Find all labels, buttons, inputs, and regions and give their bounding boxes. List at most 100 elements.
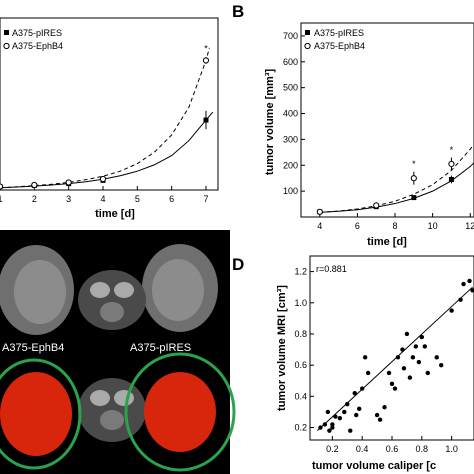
- scatter-point: [392, 386, 398, 391]
- panel-d-frame: [309, 255, 474, 441]
- data-point-ephb4: [202, 57, 210, 64]
- fit-line-pires: [0, 111, 214, 189]
- scatter-point: [461, 281, 466, 287]
- mri-roi-left: [0, 358, 82, 470]
- fit-line-ephb4: [319, 144, 474, 213]
- scatter-point: [416, 359, 422, 365]
- data-point-ephb4: [99, 175, 107, 183]
- x-tick-label: 3: [66, 194, 71, 204]
- panel-b: B 4 6 8 10 12 100 200 300 400 500 600 700 * * A375-p…: [232, 2, 474, 248]
- panel-d-xlabel: tumor volume caliper [c: [312, 460, 436, 472]
- scatter-point: [386, 370, 392, 376]
- x-tick-label: 2: [32, 194, 37, 204]
- data-point-ephb4: [373, 202, 380, 209]
- y-tick-label: 0.4: [294, 391, 307, 401]
- y-tick-label: 600: [283, 57, 298, 67]
- scatter-point: [318, 425, 323, 430]
- x-tick-label: 0.4: [356, 444, 369, 454]
- y-tick-label: 0.8: [294, 329, 307, 339]
- significance-star: *: [204, 43, 208, 53]
- scatter-point: [407, 375, 413, 380]
- scatter-point: [395, 355, 401, 360]
- mri-organ-bottom-2: [114, 390, 134, 406]
- x-tick-label: 8: [393, 221, 398, 231]
- mri-organ-bottom-3: [100, 410, 124, 430]
- y-tick-label: 0.2: [294, 423, 307, 433]
- mri-tumor-right-segmented: [144, 372, 216, 452]
- x-tick-label: 7: [203, 194, 208, 204]
- regression-line: [317, 286, 473, 432]
- correlation-label: r=0.881: [316, 264, 347, 274]
- panel-b-frame: [300, 22, 474, 218]
- scatter-point: [333, 414, 338, 419]
- panel-a-legend: A375-pIRES A375-EphB4: [3, 28, 63, 51]
- panel-a-xlabel: time [d]: [95, 208, 135, 220]
- mri-roi-right: [124, 352, 236, 472]
- scatter-point: [419, 334, 425, 340]
- mri-tumor-left-segmented: [0, 372, 72, 456]
- panel-a: 1 2 3 4 5 6 7 * A375-pIRES A375-EphB4 time [d]: [0, 17, 219, 220]
- scatter-point: [401, 366, 407, 371]
- scatter-point: [377, 417, 383, 422]
- data-point-ephb4: [448, 160, 455, 168]
- scatter-point: [400, 347, 405, 352]
- y-tick-label: 0.6: [294, 360, 307, 370]
- mri-organ-top-1: [90, 282, 110, 298]
- scatter-point: [325, 409, 331, 415]
- y-tick-label: 100: [283, 186, 298, 196]
- scatter-point: [374, 412, 380, 418]
- panel-d: D r=0.881 0.2 0.4 0.6 0.8 1.0 0.2 0.4 0.6 0.8 1.0…: [232, 255, 474, 472]
- data-point-ephb4: [0, 183, 4, 190]
- fit-line-pires: [319, 162, 474, 213]
- x-tick-label: 12: [465, 221, 474, 231]
- mri-organ-top-2: [114, 282, 134, 298]
- data-point-pires: [203, 117, 209, 123]
- scatter-point: [425, 370, 430, 376]
- x-tick-label: 6: [355, 221, 360, 231]
- scatter-point: [354, 412, 359, 418]
- mri-image-panel: A375-EphB4 A375-pIRES: [0, 230, 236, 474]
- y-tick-label: 500: [283, 83, 298, 93]
- x-tick-label: 0.6: [386, 444, 399, 454]
- panel-d-ylabel: tumor volume MRI [cm³]: [276, 285, 288, 411]
- data-point-ephb4: [316, 208, 323, 215]
- legend-label-pires: A375-pIRES: [12, 28, 62, 38]
- scatter-point: [345, 401, 350, 407]
- y-tick-label: 1.2: [294, 267, 307, 277]
- scatter-point: [439, 362, 444, 368]
- y-tick-label: 300: [283, 134, 298, 144]
- scatter-point: [458, 297, 463, 302]
- scatter-point: [413, 344, 419, 349]
- scatter-point: [330, 425, 335, 430]
- data-point-ephb4: [65, 179, 72, 186]
- scatter-point: [348, 428, 353, 433]
- scatter-point: [337, 415, 343, 421]
- scatter-point: [330, 422, 335, 427]
- x-tick-label: 5: [135, 194, 140, 204]
- scatter-point: [422, 344, 427, 349]
- legend-marker-pires-b: [305, 30, 310, 35]
- scatter-point: [365, 370, 371, 376]
- y-tick-label: 200: [283, 160, 298, 170]
- scatter-point: [467, 278, 472, 284]
- panel-b-ylabel: tumor volume [mm³]: [264, 68, 276, 175]
- scatter-point: [382, 405, 387, 410]
- x-tick-label: 4: [317, 221, 322, 231]
- mri-tumor-right-top-core: [152, 259, 204, 321]
- scatter-point: [327, 428, 332, 433]
- data-point-ephb4: [31, 181, 38, 189]
- scatter-point: [362, 355, 368, 360]
- panel-b-label: B: [232, 2, 244, 21]
- scatter-point: [359, 386, 365, 391]
- mri-label-right: A375-pIRES: [130, 342, 191, 354]
- x-tick-label: 10: [428, 221, 438, 231]
- scatter-point: [404, 331, 410, 337]
- panel-b-xlabel: time [d]: [367, 236, 407, 248]
- y-tick-label: 400: [283, 109, 298, 119]
- y-tick-label: 1.0: [294, 298, 307, 308]
- x-tick-label: 4: [100, 194, 105, 204]
- scatter-point: [389, 381, 395, 387]
- legend-label-pires-b: A375-pIRES: [314, 28, 364, 38]
- mri-label-left: A375-EphB4: [2, 342, 64, 354]
